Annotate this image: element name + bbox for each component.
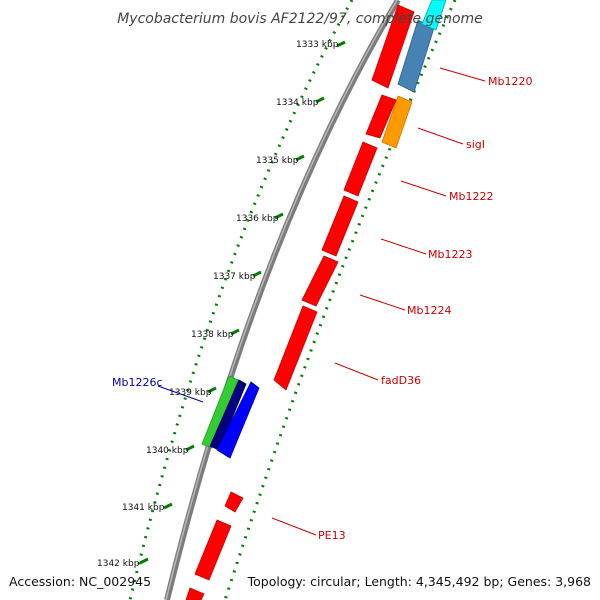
gene-label-connectors xyxy=(157,67,486,536)
gene-label-mb1222[interactable]: Mb1222 xyxy=(449,190,493,203)
tick-label: 1338 kbp xyxy=(191,330,234,340)
tick-label: 1337 kbp xyxy=(213,272,256,282)
gene-arrow-mb1224[interactable] xyxy=(301,255,339,307)
gene-label-mb1220[interactable]: Mb1220 xyxy=(488,75,532,88)
gene-arrow-mb1226c-blue[interactable] xyxy=(216,381,260,459)
gene-label-mb1224[interactable]: Mb1224 xyxy=(407,304,451,317)
tick-label: 1341 kbp xyxy=(122,503,165,513)
gene-arrow-pe13-1[interactable] xyxy=(224,491,244,513)
scale-tick-labels: 1333 kbp 1334 kbp 1335 kbp 1336 kbp 1337… xyxy=(97,40,339,569)
gene-label-mb1223[interactable]: Mb1223 xyxy=(428,248,472,261)
gene-arrow-red-bottom[interactable] xyxy=(185,587,205,600)
gene-arrow-pe13-2[interactable] xyxy=(194,519,232,581)
gene-arrow-mb1226c-green[interactable] xyxy=(201,375,239,449)
gene-label-mb1226c[interactable]: Mb1226c xyxy=(112,376,163,389)
gene-label-pe13[interactable]: PE13 xyxy=(318,529,346,542)
gene-arrow-red-2[interactable] xyxy=(365,94,397,139)
genome-backbone-highlight xyxy=(165,0,398,600)
tick-label: 1334 kbp xyxy=(276,98,319,108)
gene-arrow-fadd36[interactable] xyxy=(273,305,318,391)
tick-label: 1340 kbp xyxy=(146,446,189,456)
gc-skew-dotted-track-outer xyxy=(223,0,457,600)
tick-label: 1342 kbp xyxy=(97,559,140,569)
gene-label-fadd36[interactable]: fadD36 xyxy=(381,374,421,387)
accession-text: Accession: NC_002945 xyxy=(9,574,151,589)
gene-arrow-mb1222[interactable] xyxy=(343,141,378,197)
genome-summary-text: Topology: circular; Length: 4,345,492 bp… xyxy=(247,574,591,589)
scale-tick-marks xyxy=(139,40,346,565)
gene-label-sigi[interactable]: sigI xyxy=(466,138,485,151)
gene-arrow-sigi-orange[interactable] xyxy=(381,95,413,149)
genome-backbone-arc xyxy=(164,0,401,600)
tick-label: 1339 kbp xyxy=(169,388,212,398)
map-title: Mycobacterium bovis AF2122/97, complete … xyxy=(117,11,483,27)
tick-label: 1335 kbp xyxy=(256,156,299,166)
gc-skew-dotted-track-inner xyxy=(128,0,354,600)
gene-arrow-mb1223[interactable] xyxy=(321,195,359,257)
tick-label: 1336 kbp xyxy=(236,214,279,224)
gene-features xyxy=(185,0,447,600)
tick-label: 1333 kbp xyxy=(296,40,339,50)
gene-labels: Mb1220 sigI Mb1222 Mb1223 Mb1224 fadD36 … xyxy=(112,75,532,542)
gene-arrow-mb1220-red[interactable] xyxy=(371,4,415,89)
gene-arrow-cyan[interactable] xyxy=(421,0,447,31)
